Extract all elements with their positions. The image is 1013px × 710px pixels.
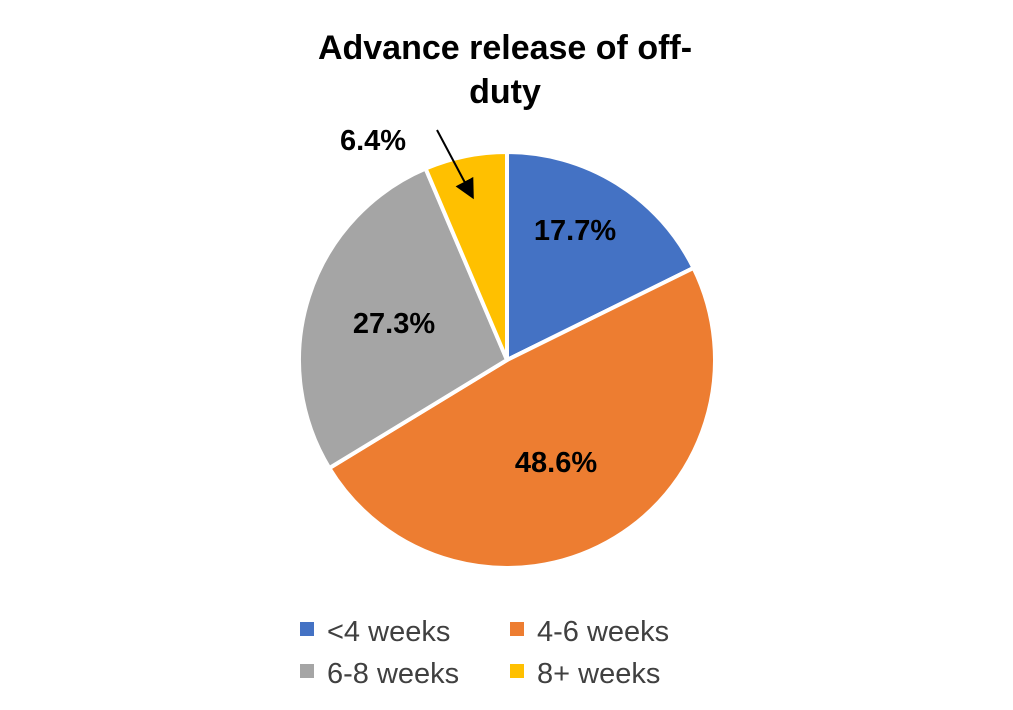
legend-label-4-6-weeks: 4-6 weeks [537, 616, 669, 648]
legend-label-6-8-weeks: 6-8 weeks [327, 658, 459, 690]
legend: <4 weeks 4-6 weeks 6-8 weeks 8+ weeks [300, 616, 669, 690]
legend-swatch-8plus-weeks [510, 664, 524, 678]
pie-slice-6-8-weeks [297, 166, 509, 471]
pie-slice-lt4-weeks [505, 150, 696, 362]
pie-slice-8plus-weeks [423, 150, 509, 362]
legend-swatch-4-6-weeks [510, 622, 524, 636]
legend-label-8plus-weeks: 8+ weeks [537, 658, 660, 690]
legend-swatch-lt4-weeks [300, 622, 314, 636]
data-label-4-6-weeks: 48.6% [515, 447, 597, 479]
legend-label-lt4-weeks: <4 weeks [327, 616, 450, 648]
chart-title-line-1: Advance release of off- [318, 29, 692, 67]
legend-swatch-6-8-weeks [300, 664, 314, 678]
data-label-8plus-weeks: 6.4% [340, 125, 406, 157]
data-label-lt4-weeks: 17.7% [534, 215, 616, 247]
pie-slices [297, 150, 717, 570]
pie-slice-4-6-weeks [327, 265, 717, 570]
chart-title-line-2: duty [469, 73, 541, 111]
data-label-6-8-weeks: 27.3% [353, 308, 435, 340]
callout-arrow [436, 129, 474, 200]
